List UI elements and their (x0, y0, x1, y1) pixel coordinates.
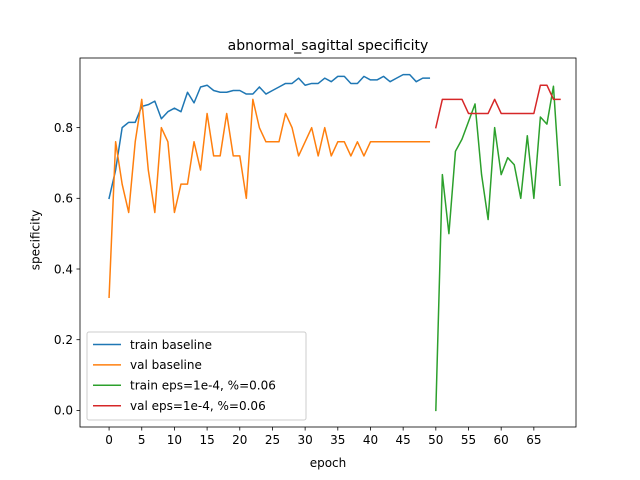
series-line-0 (108, 73, 431, 200)
axes: 0 5 10 15 20 25 30 35 40 45 50 55 60 65 0.0 0.2 0.4 0.6 0.… (54, 57, 577, 447)
y-tick-label-4: 0.8 (54, 121, 73, 135)
series-line-1 (108, 98, 431, 299)
x-tick-label-8: 40 (363, 433, 378, 447)
x-tick-label-0: 0 (105, 433, 113, 447)
x-tick-label-3: 15 (199, 433, 214, 447)
axes-frame (79, 57, 577, 428)
y-tick-label-2: 0.4 (54, 262, 73, 276)
x-tick-label-9: 45 (396, 433, 411, 447)
x-tick-label-5: 25 (265, 433, 280, 447)
x-tick-label-4: 20 (232, 433, 247, 447)
plot-area (108, 73, 561, 412)
legend-label-2: train eps=1e-4, %=0.06 (130, 379, 276, 393)
x-tick-label-6: 30 (297, 433, 312, 447)
x-tick-label-1: 5 (138, 433, 146, 447)
legend-label-0: train baseline (130, 338, 212, 352)
x-tick-label-13: 65 (526, 433, 541, 447)
x-tick-label-7: 35 (330, 433, 345, 447)
legend-label-1: val baseline (130, 358, 202, 372)
chart-title: abnormal_sagittal specificity (228, 38, 429, 54)
series-line-3 (434, 84, 561, 129)
x-tick-label-11: 55 (461, 433, 476, 447)
x-tick-label-2: 10 (167, 433, 182, 447)
x-tick-label-10: 50 (428, 433, 443, 447)
y-tick-label-3: 0.6 (54, 192, 73, 206)
y-axis-label: specificity (29, 210, 43, 270)
legend-box (86, 331, 307, 421)
y-tick-label-1: 0.2 (54, 333, 73, 347)
y-tick-label-0: 0.0 (54, 404, 73, 418)
legend-label-3: val eps=1e-4, %=0.06 (130, 399, 266, 413)
legend: train baseline val baseline train eps=1e-4… (86, 331, 307, 421)
x-axis-label: epoch (310, 456, 347, 470)
x-tick-label-12: 60 (494, 433, 509, 447)
series-line-2 (435, 85, 561, 412)
